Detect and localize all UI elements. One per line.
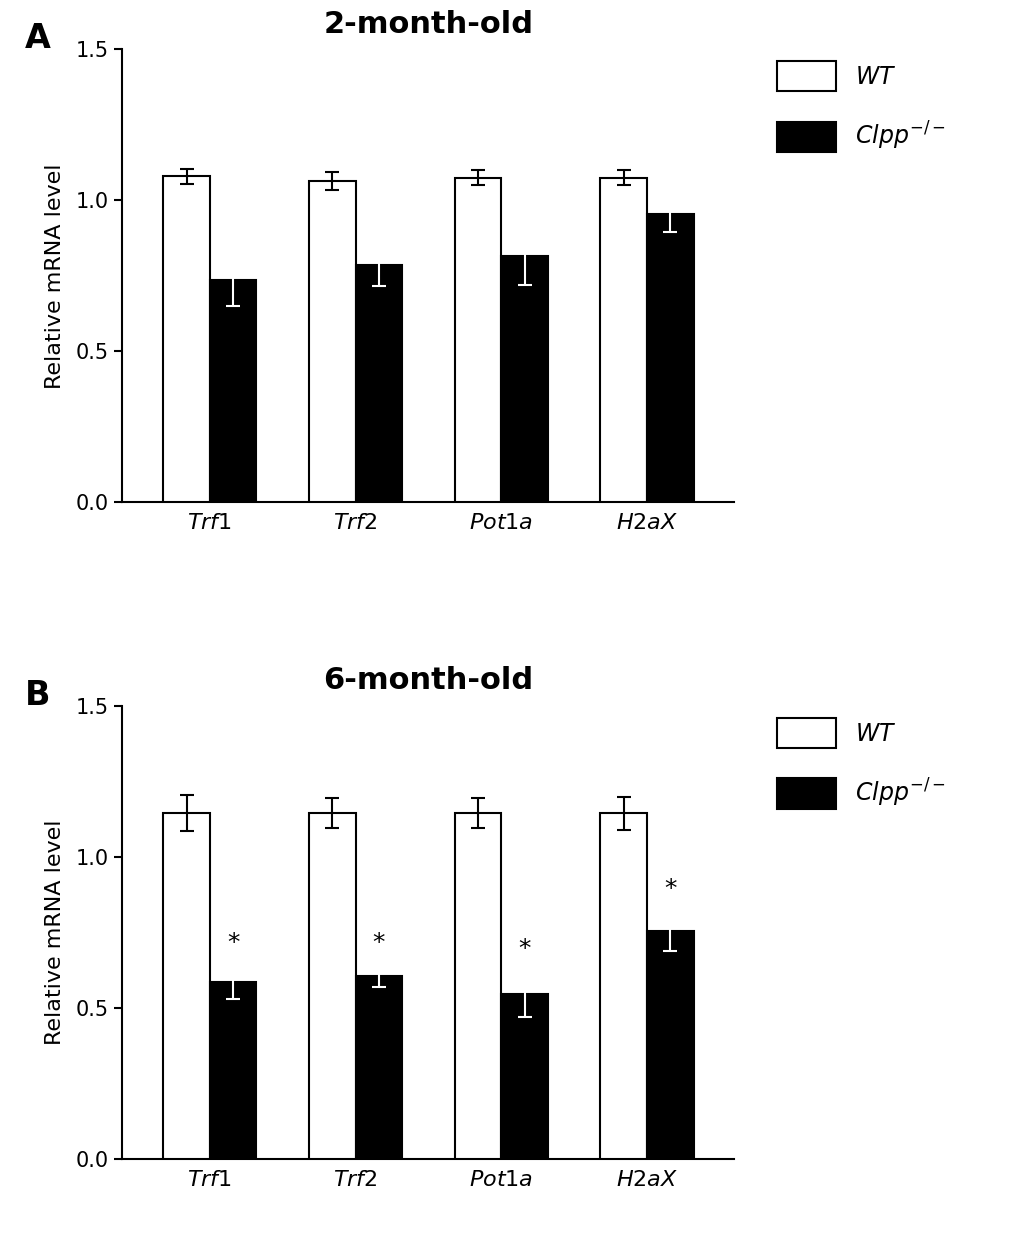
- Text: A: A: [24, 22, 50, 55]
- Text: *: *: [518, 937, 530, 962]
- Text: *: *: [663, 877, 676, 901]
- Bar: [600, 178, 646, 502]
- Text: *: *: [372, 931, 384, 956]
- Bar: [646, 213, 693, 502]
- Bar: [500, 256, 547, 502]
- Y-axis label: Relative mRNA level: Relative mRNA level: [45, 163, 65, 388]
- Bar: [309, 181, 356, 502]
- Legend: $\mathit{WT}$, $\mathit{Clpp}^{-/-}$: $\mathit{WT}$, $\mathit{Clpp}^{-/-}$: [776, 718, 945, 809]
- Bar: [454, 178, 500, 502]
- Bar: [454, 814, 500, 1159]
- Bar: [163, 814, 210, 1159]
- Bar: [600, 814, 646, 1159]
- Bar: [356, 265, 401, 502]
- Y-axis label: Relative mRNA level: Relative mRNA level: [45, 820, 65, 1046]
- Title: 6-month-old: 6-month-old: [323, 666, 533, 695]
- Bar: [500, 995, 547, 1159]
- Bar: [163, 176, 210, 502]
- Bar: [356, 977, 401, 1159]
- Text: *: *: [227, 931, 239, 956]
- Bar: [210, 280, 256, 502]
- Title: 2-month-old: 2-month-old: [323, 10, 533, 38]
- Bar: [210, 983, 256, 1159]
- Bar: [309, 814, 356, 1159]
- Legend: $\mathit{WT}$, $\mathit{Clpp}^{-/-}$: $\mathit{WT}$, $\mathit{Clpp}^{-/-}$: [776, 62, 945, 152]
- Bar: [646, 931, 693, 1159]
- Text: B: B: [24, 679, 50, 711]
